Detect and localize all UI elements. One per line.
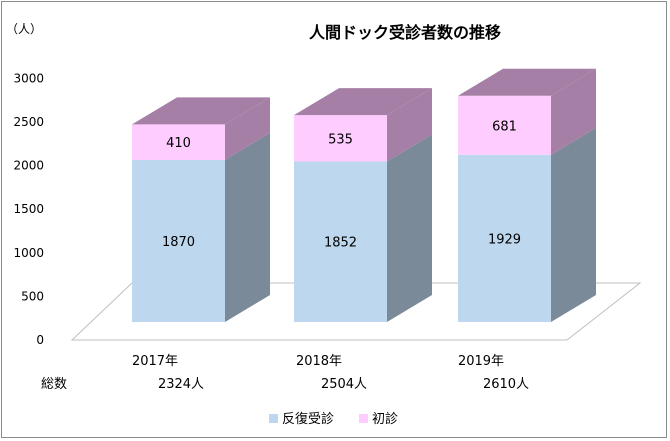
total-value: 2324人 — [158, 377, 204, 392]
bar-side-face — [551, 68, 596, 155]
y-tick-label: 3000 — [13, 71, 44, 85]
bar-value-label: 410 — [166, 136, 191, 151]
bar-top-face — [458, 68, 596, 96]
y-tick-label: 500 — [21, 289, 44, 303]
y-unit-label: （人） — [6, 22, 42, 36]
bar-segment — [132, 124, 225, 160]
bar-value-label: 681 — [492, 119, 517, 134]
bar-segment — [458, 95, 551, 155]
totals-row: 2324人 2504人 2610人 — [158, 377, 529, 392]
legend: 反復受診 初診 — [269, 411, 398, 427]
bar-side-face — [225, 97, 270, 160]
bar-segment — [458, 154, 551, 322]
total-value: 2610人 — [483, 377, 529, 392]
x-axis-labels: 2017年 2018年 2019年 — [132, 354, 504, 369]
legend-label: 初診 — [372, 411, 398, 427]
bar-value-label: 1870 — [162, 235, 195, 250]
bar-side-face — [387, 88, 432, 162]
y-tick-label: 2500 — [13, 115, 44, 129]
bar-segment — [294, 115, 387, 162]
y-tick-label: 0 — [36, 333, 44, 347]
y-tick-label: 2000 — [13, 159, 44, 173]
bar-value-label: 1852 — [324, 236, 357, 251]
bars-group: 1870 410 1852 535 1929 681 — [132, 68, 596, 322]
chart-title: 人間ドック受診者数の推移 — [309, 23, 501, 42]
legend-swatch — [359, 414, 368, 423]
bar-side-face — [225, 132, 270, 322]
bar-top-face — [132, 97, 270, 125]
chart-floor — [70, 282, 642, 341]
bar-segment — [294, 161, 387, 322]
y-tick-label: 1000 — [13, 246, 44, 260]
x-tick-label: 2017年 — [132, 354, 178, 369]
legend-label: 反復受診 — [282, 411, 334, 427]
x-tick-label: 2018年 — [296, 354, 342, 369]
bar-segment — [132, 159, 225, 322]
y-axis-ticks: 0 500 1000 1500 2000 2500 3000 — [13, 71, 44, 347]
bar-side-face — [551, 127, 596, 322]
bar-side-face — [387, 134, 432, 322]
y-tick-label: 1500 — [13, 202, 44, 216]
bar-value-label: 535 — [328, 132, 353, 147]
x-tick-label: 2019年 — [458, 354, 504, 369]
legend-swatch — [269, 414, 278, 423]
total-value: 2504人 — [321, 377, 367, 392]
bar-top-face — [294, 88, 432, 116]
totals-label: 総数 — [41, 377, 67, 392]
bar-value-label: 1929 — [488, 232, 521, 247]
